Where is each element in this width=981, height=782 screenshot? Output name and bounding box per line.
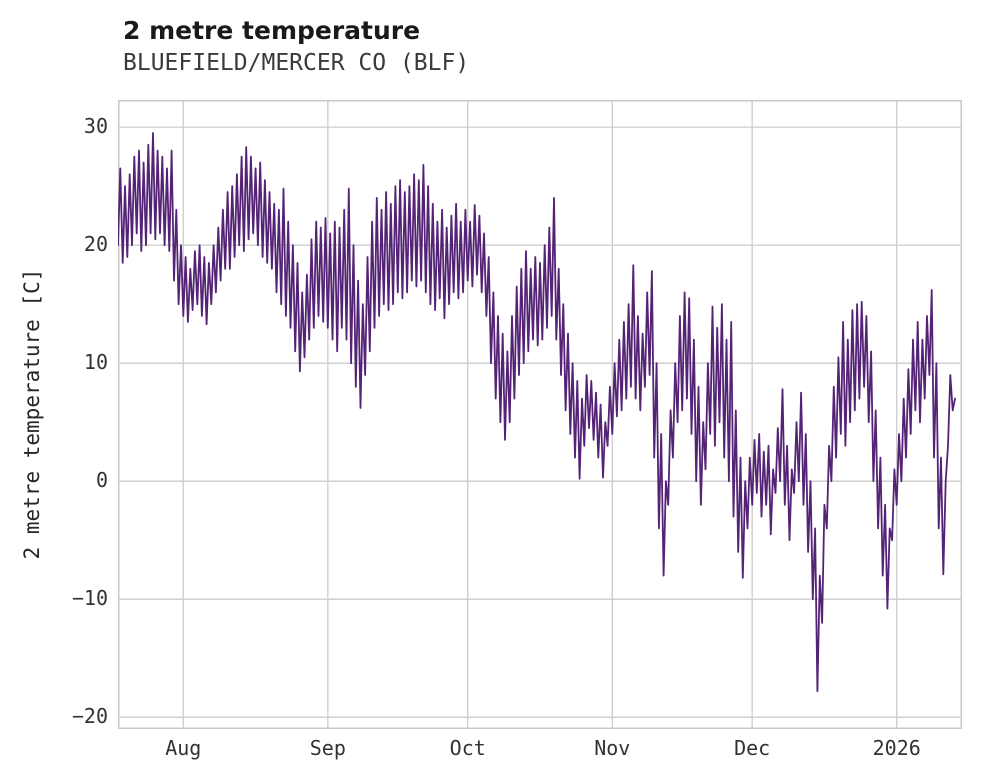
x-tick-label: Sep bbox=[309, 736, 346, 760]
x-tick-label: Oct bbox=[449, 736, 486, 760]
y-axis-label: 2 metre temperature [C] bbox=[20, 268, 44, 560]
x-tick-label: 2026 bbox=[872, 736, 921, 760]
x-tick-label: Dec bbox=[734, 736, 771, 760]
y-tick-label: 20 bbox=[83, 232, 108, 257]
x-tick-label: Aug bbox=[165, 736, 202, 760]
y-tick-label: 0 bbox=[95, 468, 108, 493]
y-tick-label: −20 bbox=[71, 704, 108, 729]
chart-subtitle: BLUEFIELD/MERCER CO (BLF) bbox=[123, 50, 470, 76]
chart-title: 2 metre temperature bbox=[123, 16, 421, 45]
x-tick-label: Nov bbox=[594, 736, 631, 760]
y-tick-label: −10 bbox=[71, 586, 108, 611]
y-tick-label: 10 bbox=[83, 350, 108, 375]
plot-area bbox=[118, 100, 962, 729]
y-tick-label: 30 bbox=[83, 114, 108, 139]
